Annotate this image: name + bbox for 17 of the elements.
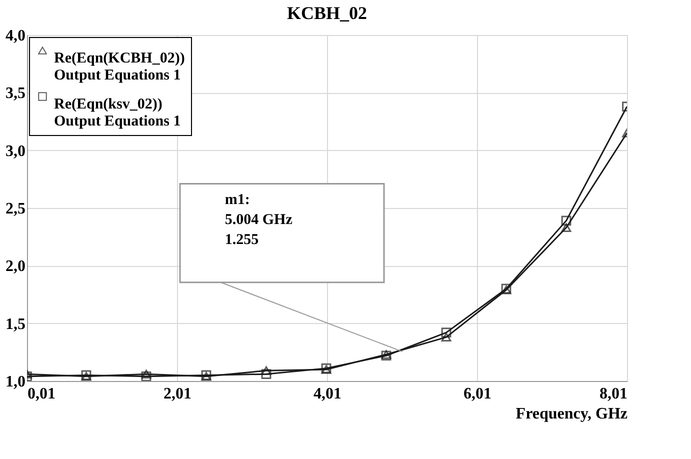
chart-title: KCBH_02 bbox=[286, 3, 368, 23]
x-tick-label: 0,01 bbox=[28, 386, 56, 402]
y-tick-label: 2,0 bbox=[6, 258, 26, 276]
x-tick-label: 2,01 bbox=[164, 386, 192, 402]
legend-label: Re(Eqn(ksv_02)) Output Equations 1 bbox=[54, 96, 181, 130]
x-tick-label: 6,01 bbox=[464, 386, 492, 402]
y-tick-label: 4,0 bbox=[6, 28, 26, 44]
y-tick-label: 3,0 bbox=[6, 142, 26, 160]
y-tick-label: 3,5 bbox=[6, 85, 26, 102]
annotation: m1: 5.004 GHz 1.255 bbox=[224, 192, 293, 248]
x-tick-label: 8,01 bbox=[600, 386, 628, 402]
legend-label: Re(Eqn(KCBH_02)) Output Equations 1 bbox=[54, 50, 185, 84]
x-axis-title: Frequency, GHz bbox=[516, 406, 628, 422]
y-tick-label: 1,5 bbox=[6, 316, 26, 333]
y-tick-label: 1,0 bbox=[6, 374, 26, 390]
y-tick-label: 2,5 bbox=[6, 200, 26, 218]
x-tick-label: 4,01 bbox=[314, 386, 342, 402]
